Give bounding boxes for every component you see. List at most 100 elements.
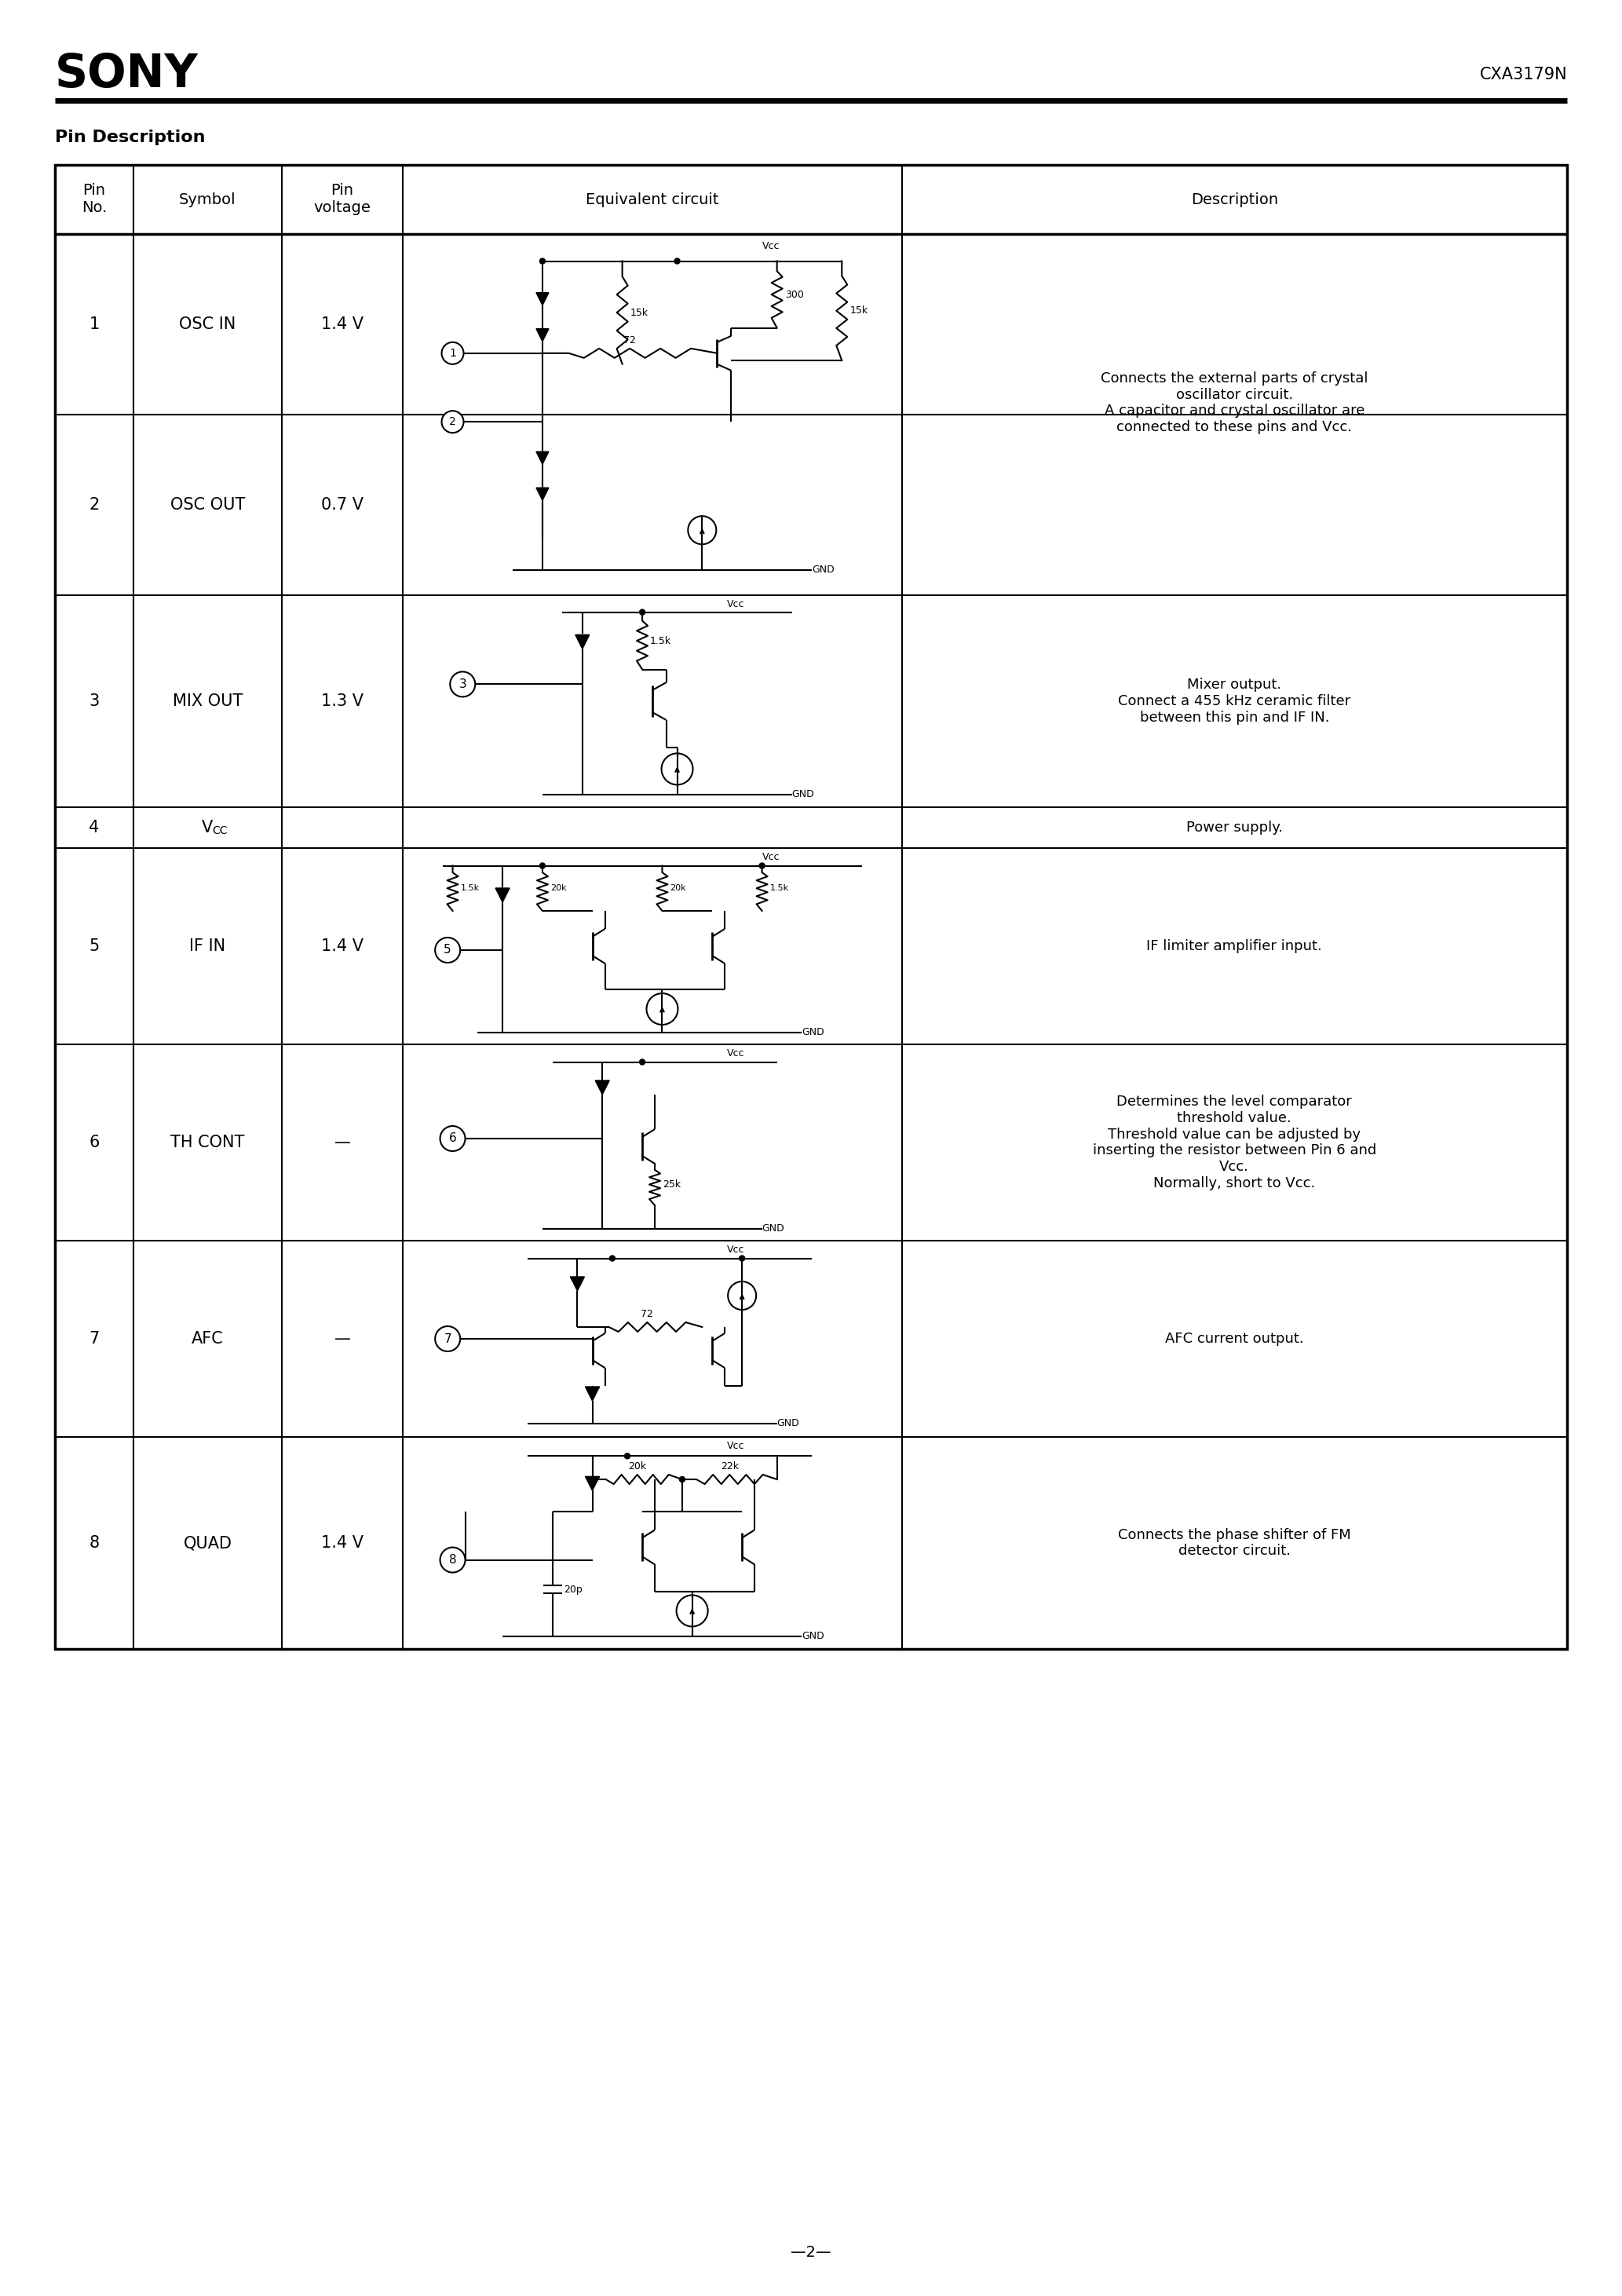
Text: 22k: 22k: [720, 1460, 738, 1472]
Polygon shape: [586, 1476, 600, 1490]
Text: 20p: 20p: [563, 1584, 582, 1596]
Text: Vcc: Vcc: [727, 1244, 744, 1256]
Text: GND: GND: [762, 1224, 785, 1233]
Text: 300: 300: [785, 289, 803, 298]
Text: 6: 6: [89, 1134, 99, 1150]
Text: 1.4 V: 1.4 V: [321, 1536, 363, 1550]
Text: 15k: 15k: [850, 305, 868, 317]
Text: CXA3179N: CXA3179N: [1479, 67, 1567, 83]
Circle shape: [540, 259, 545, 264]
Circle shape: [676, 1596, 707, 1626]
Text: 3: 3: [89, 693, 99, 709]
Bar: [55, 165, 1567, 1649]
Polygon shape: [571, 1277, 584, 1290]
Text: 3: 3: [459, 677, 467, 691]
Text: 5: 5: [444, 944, 451, 955]
Text: —: —: [334, 1332, 350, 1348]
Circle shape: [440, 1125, 466, 1150]
Text: Power supply.: Power supply.: [1186, 820, 1283, 836]
Circle shape: [441, 411, 464, 434]
Text: IF IN: IF IN: [190, 939, 225, 955]
Text: Pin Description: Pin Description: [55, 129, 206, 145]
Text: Description: Description: [1191, 193, 1278, 207]
Text: Vcc: Vcc: [762, 241, 780, 253]
Circle shape: [540, 863, 545, 868]
Text: 1.4 V: 1.4 V: [321, 317, 363, 333]
Text: 2: 2: [89, 496, 99, 512]
Text: CC: CC: [212, 824, 227, 836]
Text: 72: 72: [641, 1309, 654, 1320]
Text: —: —: [334, 1134, 350, 1150]
Text: 1.3 V: 1.3 V: [321, 693, 363, 709]
Text: OSC OUT: OSC OUT: [170, 496, 245, 512]
Text: 1.5k: 1.5k: [770, 884, 788, 893]
Text: 0.7 V: 0.7 V: [321, 496, 363, 512]
Circle shape: [662, 753, 693, 785]
Circle shape: [441, 342, 464, 365]
Text: Vcc: Vcc: [727, 1049, 744, 1058]
Text: 72: 72: [623, 335, 636, 344]
Text: 1.5k: 1.5k: [650, 636, 672, 645]
Text: IF limiter amplifier input.: IF limiter amplifier input.: [1147, 939, 1322, 953]
Circle shape: [728, 1281, 756, 1309]
Text: Pin
voltage: Pin voltage: [313, 184, 371, 216]
Circle shape: [624, 1453, 629, 1458]
Text: V: V: [201, 820, 212, 836]
Text: Symbol: Symbol: [178, 193, 237, 207]
Circle shape: [435, 1327, 461, 1352]
Text: 1.4 V: 1.4 V: [321, 939, 363, 955]
Polygon shape: [595, 1081, 610, 1095]
Circle shape: [440, 1548, 466, 1573]
Text: QUAD: QUAD: [183, 1536, 232, 1550]
Text: 7: 7: [89, 1332, 99, 1348]
Text: GND: GND: [801, 1029, 824, 1038]
Text: AFC current output.: AFC current output.: [1165, 1332, 1304, 1345]
Text: 2: 2: [449, 416, 456, 427]
Text: GND: GND: [801, 1630, 824, 1642]
Polygon shape: [576, 634, 589, 650]
Text: GND: GND: [777, 1419, 800, 1428]
Circle shape: [740, 1256, 744, 1261]
Text: 15k: 15k: [629, 308, 649, 317]
Text: Equivalent circuit: Equivalent circuit: [586, 193, 719, 207]
Text: GND: GND: [792, 790, 814, 799]
Text: 1.5k: 1.5k: [461, 884, 480, 893]
Text: 8: 8: [89, 1536, 99, 1550]
Circle shape: [688, 517, 717, 544]
Polygon shape: [537, 452, 548, 464]
Text: —2—: —2—: [792, 2245, 830, 2259]
Text: OSC IN: OSC IN: [180, 317, 237, 333]
Text: 5: 5: [89, 939, 99, 955]
Text: 20k: 20k: [628, 1460, 646, 1472]
Text: Determines the level comparator
threshold value.
Threshold value can be adjusted: Determines the level comparator threshol…: [1093, 1095, 1375, 1189]
Text: MIX OUT: MIX OUT: [172, 693, 243, 709]
Text: 6: 6: [449, 1132, 456, 1143]
Polygon shape: [495, 889, 509, 902]
Text: TH CONT: TH CONT: [170, 1134, 245, 1150]
Polygon shape: [537, 328, 548, 342]
Circle shape: [639, 608, 646, 615]
Circle shape: [680, 1476, 684, 1483]
Circle shape: [675, 259, 680, 264]
Text: Vcc: Vcc: [762, 852, 780, 863]
Text: GND: GND: [813, 565, 834, 574]
Text: AFC: AFC: [191, 1332, 224, 1348]
Text: Vcc: Vcc: [727, 599, 744, 611]
Text: 4: 4: [89, 820, 99, 836]
Polygon shape: [537, 487, 548, 501]
Text: 1: 1: [89, 317, 99, 333]
Circle shape: [435, 937, 461, 962]
Circle shape: [759, 863, 764, 868]
Circle shape: [647, 994, 678, 1024]
Text: 1: 1: [449, 347, 456, 358]
Polygon shape: [537, 292, 548, 305]
Text: 25k: 25k: [663, 1180, 681, 1189]
Text: 20k: 20k: [550, 884, 566, 893]
Text: SONY: SONY: [55, 53, 198, 96]
Text: 8: 8: [449, 1554, 456, 1566]
Text: Pin
No.: Pin No.: [81, 184, 107, 216]
Text: 7: 7: [444, 1334, 451, 1345]
Circle shape: [449, 673, 475, 696]
Text: Vcc: Vcc: [727, 1442, 744, 1451]
Text: Mixer output.
Connect a 455 kHz ceramic filter
between this pin and IF IN.: Mixer output. Connect a 455 kHz ceramic …: [1118, 677, 1351, 726]
